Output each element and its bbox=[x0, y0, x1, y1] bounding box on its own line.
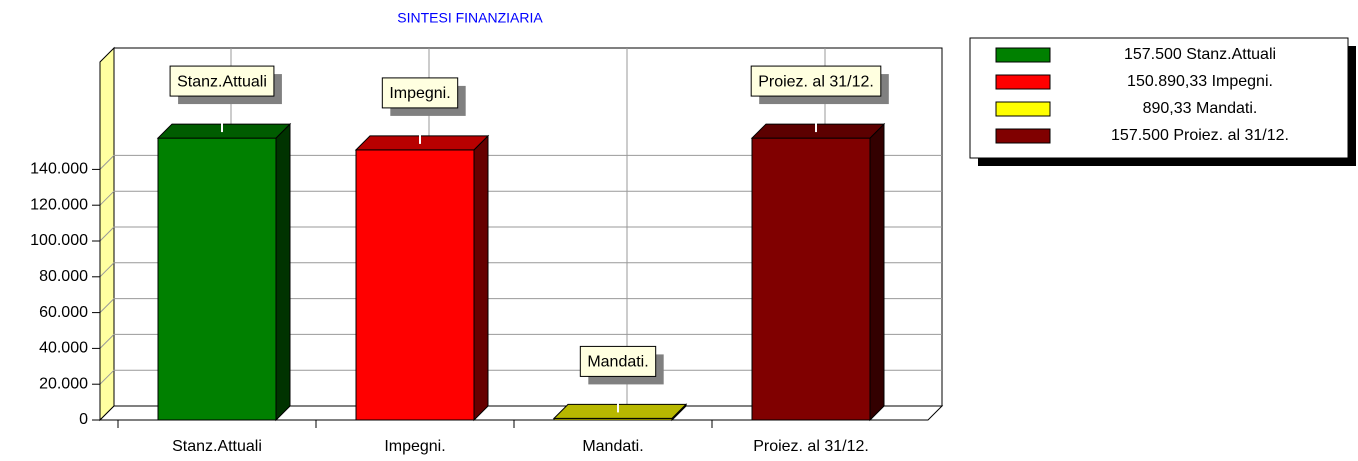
legend-name: Stanz.Attuali bbox=[1186, 46, 1276, 63]
legend-value: 157.500 bbox=[1124, 46, 1182, 63]
bar-top bbox=[156, 123, 292, 139]
legend-name: Proiez. al 31/12. bbox=[1173, 127, 1289, 144]
grid-line bbox=[99, 154, 942, 170]
grid-line bbox=[99, 369, 942, 385]
callout-label: Mandati. bbox=[587, 354, 648, 371]
callout-box bbox=[169, 65, 275, 97]
callout-box bbox=[750, 65, 882, 97]
y-tick-label: 120.000 bbox=[30, 196, 88, 213]
grid-line bbox=[99, 298, 942, 313]
legend-swatch bbox=[995, 74, 1051, 90]
y-tick-label: 40.000 bbox=[39, 340, 88, 357]
x-tick-label: Mandati. bbox=[582, 438, 643, 455]
legend-label: 150.890,33 Impegni. bbox=[1127, 73, 1273, 90]
bar-front bbox=[751, 137, 871, 421]
y-tick-label: 80.000 bbox=[39, 268, 88, 285]
y-tick-label: 20.000 bbox=[39, 375, 88, 392]
bar-front bbox=[157, 137, 277, 421]
legend-swatch bbox=[995, 101, 1051, 117]
bar-side bbox=[473, 134, 489, 422]
grid-line bbox=[99, 333, 942, 349]
bar-top bbox=[750, 123, 886, 139]
y-tick-label: 140.000 bbox=[30, 161, 88, 178]
legend-value: 890,33 bbox=[1143, 100, 1192, 117]
bar-side bbox=[275, 122, 291, 422]
callout-box bbox=[579, 345, 657, 377]
legend-label: 890,33 Mandati. bbox=[1143, 100, 1258, 117]
bar bbox=[750, 122, 886, 422]
bar-top bbox=[552, 403, 688, 419]
bar bbox=[156, 122, 292, 422]
grid-line bbox=[99, 262, 942, 278]
legend-label: 157.500 Proiez. al 31/12. bbox=[1111, 127, 1289, 144]
y-tick-label: 0 bbox=[79, 411, 88, 428]
legend-value: 150.890,33 bbox=[1127, 73, 1207, 90]
bar-side bbox=[869, 122, 885, 422]
callout-label: Stanz.Attuali bbox=[177, 73, 267, 90]
callout-box bbox=[381, 77, 459, 109]
y-tick-label: 60.000 bbox=[39, 304, 88, 321]
legend-value: 157.500 bbox=[1111, 127, 1169, 144]
legend-name: Impegni. bbox=[1212, 73, 1273, 90]
bar bbox=[354, 134, 490, 422]
legend-swatch bbox=[995, 128, 1051, 144]
y-tick-label: 100.000 bbox=[30, 232, 88, 249]
grid-line bbox=[99, 190, 942, 206]
bar bbox=[552, 403, 688, 422]
x-tick-label: Stanz.Attuali bbox=[172, 438, 262, 455]
legend-swatch bbox=[995, 47, 1051, 63]
grid-line bbox=[99, 226, 942, 242]
bar-top bbox=[354, 135, 490, 151]
legend-name: Mandati. bbox=[1196, 100, 1257, 117]
callout-label: Impegni. bbox=[389, 85, 450, 102]
legend-label: 157.500 Stanz.Attuali bbox=[1124, 46, 1276, 63]
x-tick-label: Proiez. al 31/12. bbox=[753, 438, 869, 455]
bar-front bbox=[355, 149, 475, 421]
x-tick-label: Impegni. bbox=[384, 438, 445, 455]
callout-label: Proiez. al 31/12. bbox=[758, 73, 874, 90]
chart-title: SINTESI FINANZIARIA bbox=[397, 10, 543, 26]
